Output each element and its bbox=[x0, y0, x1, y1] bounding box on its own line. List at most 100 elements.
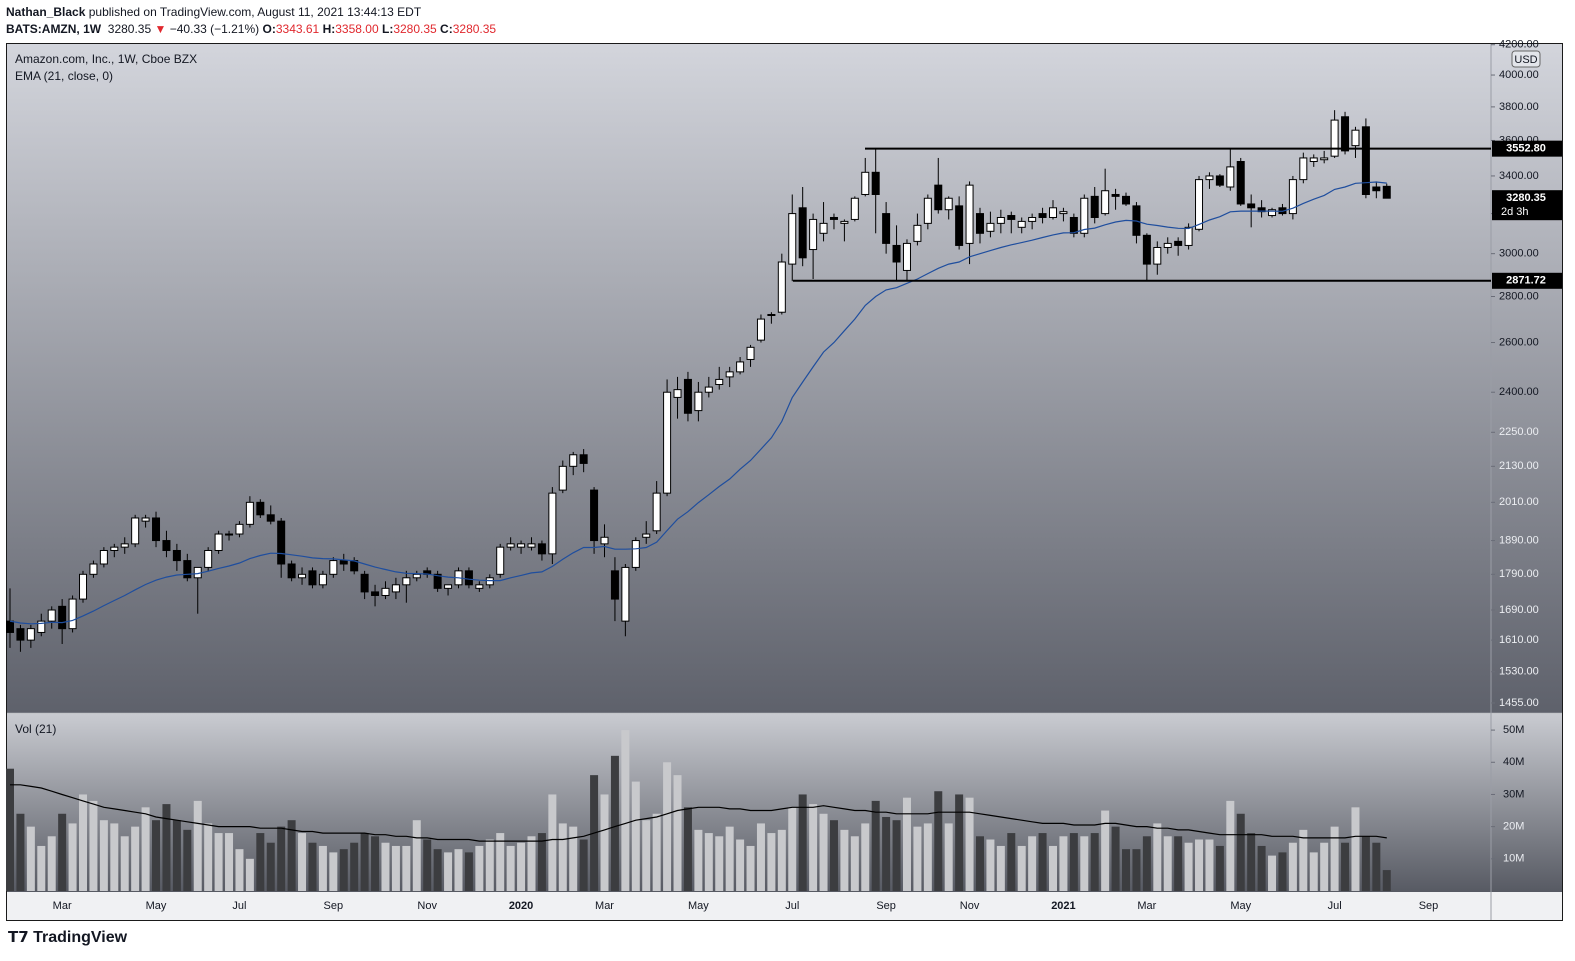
frame bbox=[6, 43, 1563, 921]
volume-tick-label: 30M bbox=[1503, 788, 1524, 800]
volume-bar bbox=[1236, 813, 1245, 891]
candle-body bbox=[329, 560, 338, 575]
volume-bar bbox=[715, 836, 724, 891]
volume-bar bbox=[621, 730, 630, 891]
candle-body bbox=[1215, 175, 1224, 186]
candle-body bbox=[1236, 161, 1245, 205]
y-tick-label: 2800.00 bbox=[1499, 290, 1539, 302]
candle-body bbox=[16, 628, 25, 641]
candle-body bbox=[923, 197, 932, 224]
candle-body bbox=[1059, 211, 1068, 215]
y-tick-label: 4200.00 bbox=[1499, 39, 1539, 51]
y-tick-label: 2130.00 bbox=[1499, 460, 1539, 472]
volume-bar bbox=[1299, 829, 1308, 891]
volume-bar bbox=[183, 829, 192, 891]
y-tick-label: 1530.00 bbox=[1499, 666, 1539, 678]
candle-body bbox=[548, 492, 557, 555]
volume-bar bbox=[663, 762, 672, 891]
candle-body bbox=[371, 591, 380, 596]
candle-body bbox=[475, 584, 484, 589]
candle-body bbox=[1268, 209, 1277, 217]
ohlc-value: 3358.00 bbox=[335, 22, 379, 36]
publisher: Nathan_Black bbox=[6, 5, 86, 19]
volume-bar bbox=[245, 858, 254, 891]
volume-bar bbox=[256, 833, 265, 891]
volume-bar bbox=[1205, 839, 1214, 891]
volume-bar bbox=[1330, 826, 1339, 891]
volume-bar bbox=[1215, 845, 1224, 891]
volume-bar bbox=[1111, 826, 1120, 891]
candle-body bbox=[934, 184, 943, 211]
volume-bar bbox=[955, 794, 964, 891]
volume-bar bbox=[923, 823, 932, 891]
ohlc-value: 3280.35 bbox=[393, 22, 437, 36]
header: Nathan_Black published on TradingView.co… bbox=[6, 4, 496, 38]
candle-body bbox=[402, 577, 411, 586]
volume-bar bbox=[975, 836, 984, 891]
candle-body bbox=[204, 549, 213, 568]
candle-body bbox=[26, 628, 35, 641]
volume-bar bbox=[131, 826, 140, 891]
candle-body bbox=[360, 573, 369, 593]
volume-bar bbox=[1174, 836, 1183, 891]
y-tick-label: 1790.00 bbox=[1499, 568, 1539, 580]
ema-line bbox=[9, 181, 1387, 625]
x-tick-label: Nov bbox=[960, 900, 980, 912]
volume-bar bbox=[558, 823, 567, 891]
ohlc-label: C: bbox=[440, 22, 453, 36]
volume-bar bbox=[360, 833, 369, 891]
candle-body bbox=[1382, 185, 1391, 199]
candle-body bbox=[1101, 190, 1110, 215]
candle-body bbox=[1361, 126, 1370, 195]
candle-body bbox=[694, 391, 703, 412]
level-label: 2871.72 bbox=[1506, 275, 1546, 287]
volume-bar bbox=[517, 842, 526, 891]
volume-bar bbox=[1059, 836, 1068, 891]
candle-body bbox=[1351, 129, 1360, 147]
volume-bar bbox=[736, 839, 745, 891]
volume-bar bbox=[506, 845, 515, 891]
y-tick-label: 3000.00 bbox=[1499, 248, 1539, 260]
volume-bar bbox=[1309, 852, 1318, 891]
candle-body bbox=[746, 346, 755, 360]
candle-body bbox=[579, 454, 588, 464]
candle-body bbox=[120, 543, 129, 548]
volume-bar bbox=[840, 829, 849, 891]
candle-body bbox=[1320, 157, 1329, 161]
x-tick-label: 2021 bbox=[1051, 900, 1075, 912]
candle-body bbox=[412, 573, 421, 579]
volume-bar bbox=[1288, 842, 1297, 891]
candle-body bbox=[600, 536, 609, 545]
candle-body bbox=[110, 546, 119, 551]
candle-body bbox=[1205, 175, 1214, 181]
y-tick-label: 2010.00 bbox=[1499, 496, 1539, 508]
candle-body bbox=[892, 244, 901, 263]
candle-body bbox=[517, 543, 526, 548]
candle-body bbox=[1111, 193, 1120, 197]
volume-bar bbox=[631, 781, 640, 891]
volume-bar bbox=[527, 836, 536, 891]
volume-bar bbox=[152, 820, 161, 891]
volume-bar bbox=[642, 820, 651, 891]
last-price-label: 3280.35 bbox=[1506, 192, 1546, 204]
candle-body bbox=[235, 523, 244, 535]
candle-body bbox=[79, 573, 88, 600]
volume-bar bbox=[725, 826, 734, 891]
candle-body bbox=[777, 261, 786, 313]
candle-body bbox=[1080, 197, 1089, 234]
volume-bar bbox=[683, 807, 692, 891]
candle-body bbox=[214, 533, 223, 551]
candle-body bbox=[1153, 246, 1162, 265]
volume-bar bbox=[225, 833, 234, 891]
candle-body bbox=[172, 549, 181, 562]
candle-body bbox=[256, 501, 265, 516]
candle-body bbox=[1341, 116, 1350, 152]
candle-body bbox=[558, 465, 567, 491]
candle-body bbox=[537, 543, 546, 555]
candle-body bbox=[621, 566, 630, 622]
x-tick-label: Sep bbox=[1419, 900, 1439, 912]
candle-body bbox=[58, 605, 67, 630]
volume-bar bbox=[704, 833, 713, 891]
volume-bar bbox=[537, 833, 546, 891]
candle-body bbox=[318, 573, 327, 586]
